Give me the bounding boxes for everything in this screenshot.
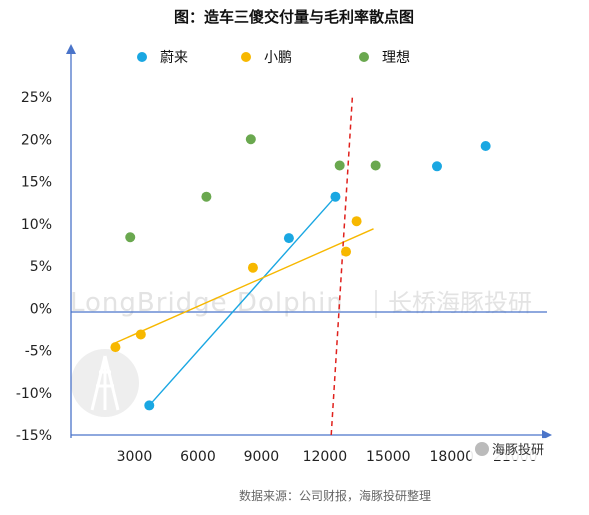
data-point [334, 160, 345, 171]
source-note: 数据来源：公司财报，海豚投研整理 [239, 488, 431, 503]
data-point [370, 160, 381, 171]
data-point [201, 191, 212, 202]
x-tick-label: 12000 [303, 449, 348, 465]
data-point [247, 262, 258, 273]
y-tick-labels: 25% 20% 15% 10% 5% 0% -5% -10% -15% [16, 90, 52, 444]
data-point [283, 233, 294, 244]
watermark-text-cn: 长桥海豚投研 [388, 289, 532, 317]
trend-line [113, 228, 374, 345]
data-point [125, 232, 136, 243]
y-axis-arrow [66, 44, 76, 54]
legend-marker [359, 52, 369, 62]
y-tick-label: 15% [21, 175, 52, 191]
x-tick-label: 6000 [180, 449, 216, 465]
data-point [245, 134, 256, 145]
badge: 海豚投研 [470, 438, 548, 460]
legend-marker [241, 52, 251, 62]
y-tick-label: 25% [21, 90, 52, 106]
y-tick-label: 0% [30, 301, 52, 317]
y-tick-label: 20% [21, 132, 52, 148]
chart-title: 图：造车三傻交付量与毛利率散点图 [174, 8, 414, 26]
legend-marker [137, 52, 147, 62]
x-axis [71, 430, 552, 440]
data-point [144, 400, 155, 411]
y-tick-label: -10% [16, 386, 52, 402]
data-points [110, 134, 491, 411]
x-tick-label: 9000 [244, 449, 280, 465]
reference-line [330, 96, 354, 436]
y-axis [66, 44, 76, 438]
legend-label: 蔚来 [160, 50, 188, 66]
x-tick-label: 15000 [366, 449, 411, 465]
badge-text: 海豚投研 [492, 442, 544, 458]
legend: 蔚来 小鹏 理想 [137, 50, 410, 66]
trend-lines [113, 196, 374, 406]
y-tick-label: -15% [16, 428, 52, 444]
x-tick-label: 3000 [117, 449, 153, 465]
data-point [135, 329, 146, 340]
data-point [351, 216, 362, 227]
data-point [480, 141, 491, 152]
legend-label: 小鹏 [264, 50, 292, 66]
watermark-logo [71, 349, 139, 417]
trend-line [148, 196, 336, 406]
wechat-icon [475, 442, 489, 456]
data-point [431, 161, 442, 172]
y-tick-label: 10% [21, 217, 52, 233]
x-axis-arrow [542, 430, 552, 440]
x-tick-label: 18000 [430, 449, 475, 465]
reference-line-group [330, 96, 354, 436]
data-point [330, 191, 341, 202]
x-tick-labels: 30006000900012000150001800021000 [117, 449, 538, 465]
y-tick-label: 5% [30, 259, 52, 275]
data-point [341, 246, 352, 257]
legend-label: 理想 [382, 50, 410, 66]
y-tick-label: -5% [25, 344, 52, 360]
data-point [110, 342, 121, 353]
